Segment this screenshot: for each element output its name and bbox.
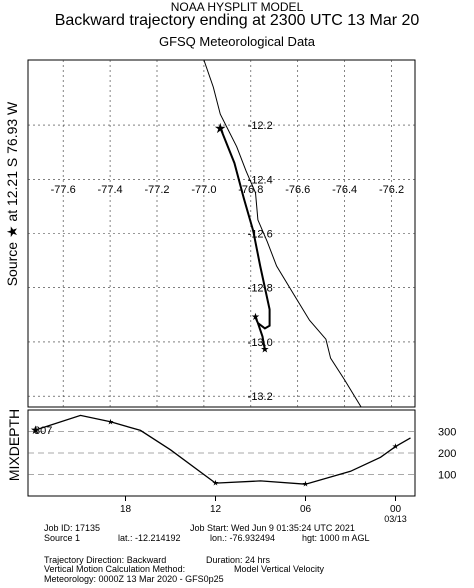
vertical-method-value: Model Vertical Velocity <box>234 564 325 574</box>
mixdepth-date-label: 03/13 <box>384 514 407 524</box>
mixdepth-marker: ★ <box>212 479 219 488</box>
mixdepth-x-label: 00 <box>390 504 402 515</box>
trajectory-marker: ★ <box>251 312 260 323</box>
source-lon: lon.: -76.932494 <box>210 533 276 543</box>
mixdepth-marker: ★ <box>392 442 399 451</box>
trajectory-line <box>219 127 271 351</box>
trajectory-direction: Trajectory Direction: Backward <box>44 555 167 565</box>
meteorology-info: Meteorology: 0000Z 13 Mar 2020 - GFS0p25 <box>44 574 224 584</box>
trajectory-duration: Duration: 24 hrs <box>206 555 271 565</box>
mixdepth-marker: ★ <box>302 480 309 489</box>
map-lon-label: -76.6 <box>285 184 310 196</box>
map-lon-label: -77.6 <box>51 184 76 196</box>
vertical-method: Vertical Motion Calculation Method: <box>44 564 186 574</box>
mixdepth-x-label: 06 <box>300 504 312 515</box>
source-star-icon: ★ <box>214 120 227 136</box>
mixdepth-y-label: 100 <box>438 470 456 482</box>
mixdepth-x-label: 18 <box>120 504 132 515</box>
job-start: Job Start: Wed Jun 9 01:35:24 UTC 2021 <box>190 523 355 533</box>
coastline <box>203 59 362 408</box>
map-lon-label: -77.4 <box>98 184 123 196</box>
map-lat-label: -13.2 <box>248 391 273 403</box>
mixdepth-marker: ★ <box>30 423 41 437</box>
map-lat-label: -13.0 <box>248 337 273 349</box>
trajectory-marker: ★ <box>260 345 269 356</box>
map-lon-label: -76.8 <box>238 184 263 196</box>
source-number: Source 1 <box>44 533 81 543</box>
mixdepth-axis-label: MIXDEPTH <box>6 408 22 482</box>
model-title: NOAA HYSPLIT MODEL <box>170 0 304 14</box>
map-lat-label: -12.8 <box>248 283 273 295</box>
trajectory-title: Backward trajectory ending at 2300 UTC 1… <box>54 12 420 29</box>
map-lon-label: -76.4 <box>332 184 357 196</box>
map-lon-label: -77.0 <box>191 184 216 196</box>
mixdepth-y-label: 300 <box>438 427 456 439</box>
source-lat: lat.: -12.214192 <box>118 533 181 543</box>
map-frame <box>27 59 416 408</box>
job-id: Job ID: 17135 <box>44 523 101 533</box>
map-lat-label: -12.2 <box>248 120 273 132</box>
map-lon-label: -76.2 <box>379 184 404 196</box>
mixdepth-marker: ★ <box>107 417 114 426</box>
source-height: hgt: 1000 m AGL <box>302 533 370 543</box>
met-data-label: GFSQ Meteorological Data <box>158 34 316 49</box>
mixdepth-y-label: 200 <box>438 448 456 460</box>
mixdepth-line <box>35 414 411 485</box>
mixdepth-x-label: 12 <box>210 504 222 515</box>
map-lat-label: -12.6 <box>248 229 273 241</box>
map-lon-label: -77.2 <box>144 184 169 196</box>
map-lat-label: -12.4 <box>248 174 273 186</box>
mixdepth-start-value: 307 <box>34 425 52 437</box>
